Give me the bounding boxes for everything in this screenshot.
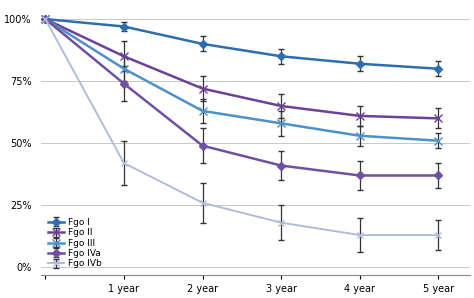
- Legend: Fgo I, Fgo II, Fgo III, Fgo IVa, Fgo IVb: Fgo I, Fgo II, Fgo III, Fgo IVa, Fgo IVb: [46, 216, 103, 270]
